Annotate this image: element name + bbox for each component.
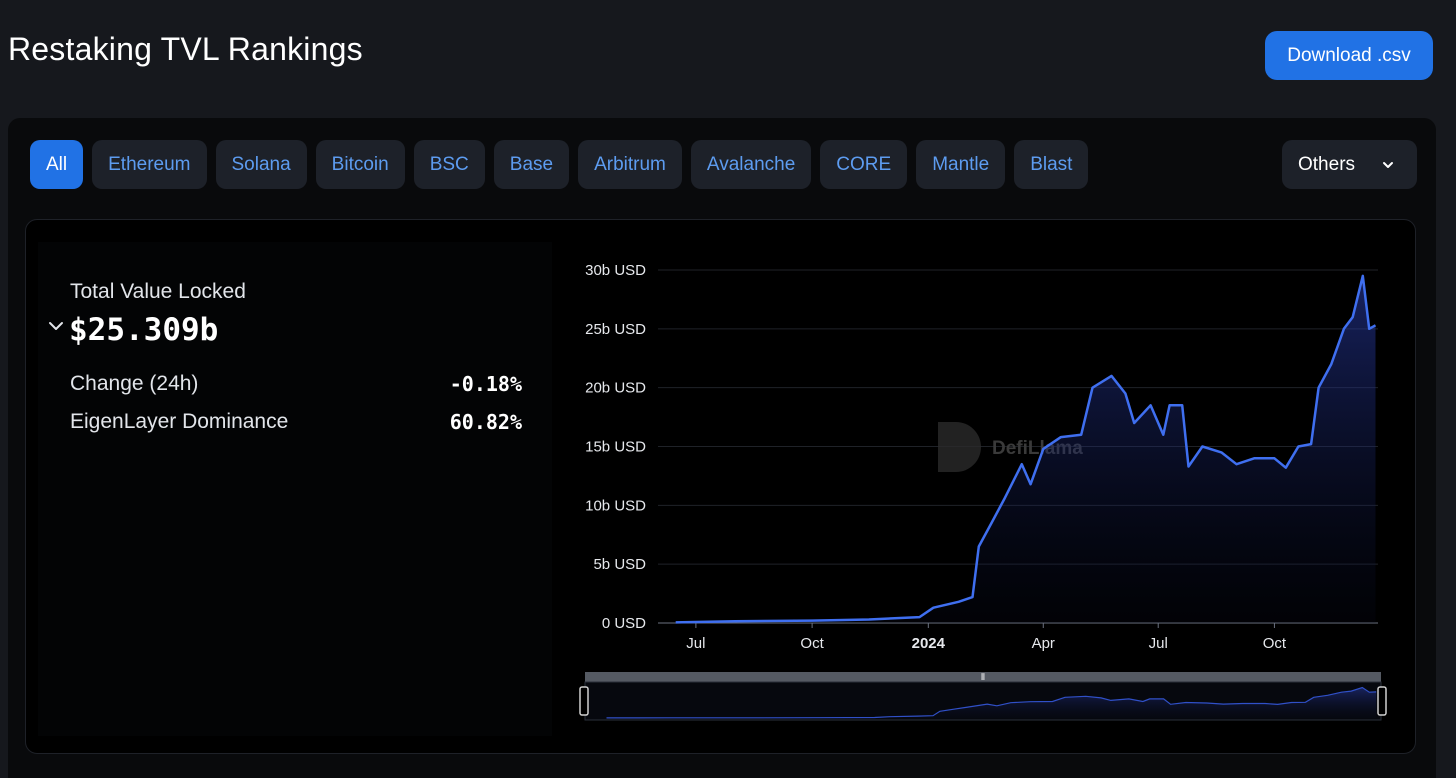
tab-all[interactable]: All [30,140,84,189]
page-title: Restaking TVL Rankings [8,31,363,67]
dominance-row: EigenLayer Dominance 60.82% [70,410,522,434]
tvl-value: $25.309b [69,312,219,348]
tab-bsc[interactable]: BSC [413,140,485,189]
tvl-label: Total Value Locked [70,280,246,303]
tab-solana[interactable]: Solana [215,140,307,189]
tab-avalanche[interactable]: Avalanche [690,140,812,189]
y-tick-label: 15b USD [585,439,646,456]
drag-handle-icon[interactable]: ⦀ [981,672,985,682]
tvl-line [675,274,1377,624]
x-tick-label: Jul [1149,635,1168,652]
x-tick-label: Apr [1032,635,1055,652]
y-tick-label: 25b USD [585,321,646,338]
tab-bitcoin[interactable]: Bitcoin [315,140,405,189]
x-tick-label: Jul [686,635,705,652]
slider-preview-line [606,686,1377,719]
tvl-chart[interactable]: 0 USD 5b USD 10b USD 15b USD 20b USD 25b USD 3… [560,250,1400,730]
change-24h-value: -0.18% [449,372,522,396]
tab-ethereum[interactable]: Ethereum [92,140,207,189]
x-tick-label: Oct [800,635,824,652]
chevron-down-icon[interactable] [47,317,65,335]
x-tick-label: Oct [1263,635,1287,652]
chevron-down-icon [1383,161,1394,168]
chain-tabs: All Ethereum Solana Bitcoin BSC Base Arbitrum A… [30,140,1089,189]
slider-right-handle[interactable] [1377,686,1387,716]
tvl-area [675,275,1376,623]
slider-track[interactable] [585,672,1381,682]
dominance-label: EigenLayer Dominance [70,410,289,433]
y-tick-label: 30b USD [585,262,646,279]
tab-arbitrum[interactable]: Arbitrum [578,140,682,189]
others-dropdown-label: Others [1298,153,1356,175]
download-csv-button[interactable]: Download .csv [1265,31,1433,80]
tab-base[interactable]: Base [493,140,570,189]
defillama-logo-icon [938,422,981,472]
slider-left-handle[interactable] [579,686,589,716]
range-slider[interactable]: ⦀ [579,672,1387,721]
stats-box [38,242,552,736]
slider-preview-area [606,687,1377,718]
y-tick-label: 5b USD [593,556,646,573]
x-tick-label: 2024 [912,635,946,652]
change-24h-label: Change (24h) [70,372,199,395]
others-dropdown[interactable]: Others [1282,140,1417,189]
dominance-value: 60.82% [449,410,522,434]
tab-mantle[interactable]: Mantle [916,140,1006,189]
y-tick-label: 10b USD [585,497,646,514]
y-tick-label: 20b USD [585,380,646,397]
y-tick-label: 0 USD [602,615,646,632]
change-24h-row: Change (24h) -0.18% [70,372,522,396]
tab-core[interactable]: CORE [820,140,908,189]
tab-blast[interactable]: Blast [1014,140,1089,189]
